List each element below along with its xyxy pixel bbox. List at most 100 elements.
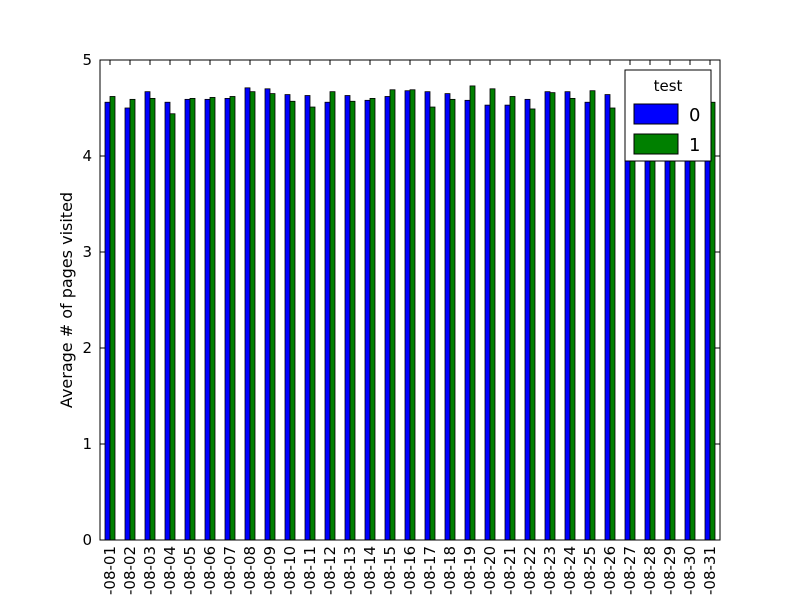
bar-series-1--08-04: [169, 113, 176, 541]
bar-series-0--08-24: [564, 91, 571, 541]
bar-series-0--08-01: [104, 101, 111, 541]
x-tick-label: -08-12: [321, 546, 339, 595]
bar-series-0--08-05: [184, 98, 191, 541]
bar-series-1--08-14: [369, 98, 376, 541]
bar-series-1--08-17: [429, 106, 436, 541]
bar-series-0--08-08: [244, 87, 251, 541]
x-tick-label: -08-10: [281, 546, 299, 595]
x-tick-label: -08-15: [381, 546, 399, 595]
x-tick-label: -08-11: [301, 546, 319, 595]
bar-series-0--08-27: [624, 98, 631, 541]
bar-series-0--08-15: [384, 96, 391, 541]
x-tick-label: -08-17: [421, 546, 439, 595]
bar-series-0--08-09: [264, 88, 271, 541]
x-tick-label: -08-09: [261, 546, 279, 595]
bar-series-0--08-17: [424, 91, 431, 541]
bars-layer: [104, 85, 716, 541]
bar-series-0--08-18: [444, 93, 451, 541]
bar-series-0--08-26: [604, 94, 611, 541]
bar-series-1--08-31: [709, 101, 716, 541]
bar-series-0--08-31: [704, 102, 711, 541]
x-tick-label: -08-03: [141, 546, 159, 595]
legend-label-1: 1: [689, 135, 700, 156]
bar-series-1--08-08: [249, 91, 256, 541]
x-tick-label: -08-21: [501, 546, 519, 595]
y-tick-label: 5: [82, 51, 92, 69]
x-tick-label: -08-30: [681, 546, 699, 595]
x-tick-label: -08-06: [201, 546, 219, 595]
bar-series-0--08-03: [144, 91, 151, 541]
bar-series-1--08-11: [309, 106, 316, 541]
y-axis-label: Average # of pages visited: [57, 192, 76, 408]
bar-series-1--08-22: [529, 108, 536, 541]
y-tick-label: 3: [82, 243, 92, 261]
bar-series-0--08-14: [364, 99, 371, 541]
x-tick-label: -08-16: [401, 546, 419, 595]
bar-series-1--08-13: [349, 100, 356, 541]
bar-series-0--08-04: [164, 101, 171, 541]
bar-series-0--08-07: [224, 98, 231, 541]
legend: test 0 1: [624, 69, 712, 162]
bar-series-0--08-28: [644, 96, 651, 541]
x-tick-label: -08-29: [661, 546, 679, 595]
bar-series-1--08-29: [669, 102, 676, 541]
bar-series-0--08-29: [664, 102, 671, 541]
x-tick-label: -08-19: [461, 546, 479, 595]
bar-series-1--08-15: [389, 89, 396, 541]
bar-series-1--08-20: [489, 88, 496, 541]
x-tick-label: -08-14: [361, 546, 379, 595]
bar-series-1--08-25: [589, 90, 596, 541]
y-tick-label: 0: [82, 531, 92, 549]
bar-series-1--08-24: [569, 98, 576, 541]
bar-series-0--08-19: [464, 99, 471, 541]
legend-swatch-0: [633, 103, 679, 125]
bar-series-0--08-11: [304, 95, 311, 541]
bar-series-1--08-19: [469, 85, 476, 541]
bar-series-1--08-01: [109, 96, 116, 541]
bar-series-1--08-26: [609, 107, 616, 541]
bar-series-0--08-23: [544, 91, 551, 541]
x-tick-label: -08-31: [701, 546, 719, 595]
x-tick-label: -08-02: [121, 546, 139, 595]
bar-series-1--08-02: [129, 98, 136, 541]
bar-series-1--08-23: [549, 92, 556, 541]
bar-series-1--08-06: [209, 97, 216, 541]
x-tick-label: -08-22: [521, 546, 539, 595]
bar-series-0--08-06: [204, 98, 211, 541]
x-tick-label: -08-27: [621, 546, 639, 595]
y-tick-label: 4: [82, 147, 92, 165]
bar-series-1--08-10: [289, 100, 296, 541]
x-tick-label: -08-20: [481, 546, 499, 595]
x-tick-label: -08-26: [601, 546, 619, 595]
bar-series-0--08-12: [324, 101, 331, 541]
legend-title: test: [654, 77, 683, 95]
x-tick-label: -08-25: [581, 546, 599, 595]
bar-series-1--08-09: [269, 93, 276, 541]
x-tick-label: -08-08: [241, 546, 259, 595]
bar-series-0--08-22: [524, 98, 531, 541]
bar-series-0--08-13: [344, 95, 351, 541]
x-tick-label: -08-28: [641, 546, 659, 595]
x-tick-label: -08-05: [181, 546, 199, 595]
bar-series-1--08-27: [629, 99, 636, 541]
bar-series-0--08-25: [584, 101, 591, 541]
bar-series-1--08-30: [689, 98, 696, 541]
x-tick-label: -08-04: [161, 546, 179, 595]
x-tick-label: -08-23: [541, 546, 559, 595]
y-tick-label: 1: [82, 435, 92, 453]
bar-series-1--08-07: [229, 96, 236, 541]
x-axis: -08-01 -08-02 -08-03 -08-04 -08-05 -08-06 -08-…: [101, 60, 719, 595]
x-tick-label: -08-01: [101, 546, 119, 595]
bar-series-0--08-10: [284, 94, 291, 541]
bar-series-1--08-12: [329, 91, 336, 541]
legend-label-0: 0: [689, 105, 700, 126]
y-axis: 0 1 2 3 4 5: [82, 51, 720, 549]
x-tick-label: -08-18: [441, 546, 459, 595]
bar-series-1--08-28: [649, 96, 656, 541]
x-tick-label: -08-24: [561, 546, 579, 595]
bar-series-1--08-05: [189, 98, 196, 541]
bar-series-0--08-20: [484, 104, 491, 541]
bar-series-1--08-16: [409, 89, 416, 541]
